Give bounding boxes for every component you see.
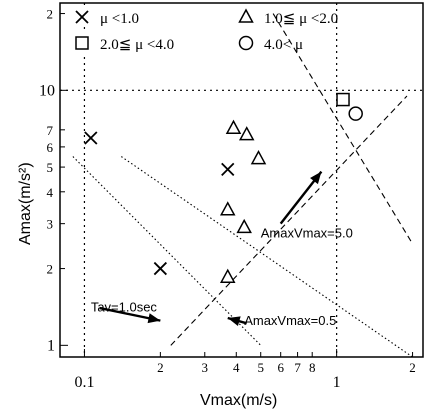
- dotted-reference-line: [72, 156, 262, 346]
- x-tick-label: 7: [294, 360, 301, 375]
- annotation: Tav=1.0sec: [91, 299, 161, 324]
- y-tick-label: 7: [47, 123, 54, 138]
- dotted-reference-line: [120, 156, 413, 358]
- data-point-triangle: [219, 201, 236, 216]
- annotations-layer: Tav=1.0sec AmaxVmax=0.5 AmaxVmax=5.0: [91, 170, 353, 328]
- y-tick-label: 6: [47, 140, 54, 155]
- data-point-circle: [348, 106, 363, 121]
- y-tick-label: 2: [47, 262, 54, 277]
- data-point-triangle: [225, 119, 242, 135]
- x-tick-label: 6: [277, 360, 284, 375]
- legend-label: 1.0≦ μ <2.0: [264, 11, 338, 27]
- x-marker-stroke: [153, 261, 167, 276]
- legend-label: 4.0< μ: [264, 37, 303, 53]
- legend-marker-circle: [238, 35, 254, 51]
- y-tick-label: 3: [47, 217, 54, 232]
- legend-entry: μ <1.0: [72, 7, 139, 27]
- x-marker-stroke: [75, 10, 89, 24]
- x-marker-stroke: [84, 131, 98, 145]
- reference-lines-layer: [72, 13, 414, 358]
- legend-marker-x: [75, 10, 89, 24]
- data-point-square: [336, 92, 350, 107]
- x-marker-stroke: [221, 162, 235, 176]
- data-point-x: [221, 162, 235, 176]
- y-tick-label: 10: [39, 82, 55, 99]
- legend-entry: 2.0≦ μ <4.0: [72, 33, 174, 53]
- x-tick-label: 2: [409, 360, 416, 375]
- y-tick-label: 2: [47, 7, 54, 22]
- legend-marker-square: [75, 36, 89, 50]
- x-axis-label: Vmax(m/s): [200, 392, 277, 409]
- annotation-label: Tav=1.0sec: [91, 299, 158, 314]
- legend: μ <1.0 1.0≦ μ <2.0 2.0≦ μ <4.0 4.0< μ: [72, 7, 338, 53]
- x-tick-label: 1: [333, 374, 341, 391]
- dashed-reference-line: [272, 13, 414, 245]
- annotation-label: AmaxVmax=0.5: [244, 313, 336, 328]
- annotation: AmaxVmax=5.0: [261, 170, 353, 240]
- legend-marker-triangle: [238, 8, 254, 23]
- y-tick-label: 5: [47, 160, 54, 175]
- annotation: AmaxVmax=0.5: [227, 313, 336, 328]
- x-tick-label: 2: [157, 360, 164, 375]
- x-tick-label: 8: [309, 360, 316, 375]
- data-point-triangle: [219, 268, 236, 283]
- legend-label: μ <1.0: [100, 11, 139, 27]
- data-point-triangle: [250, 149, 267, 165]
- grid-layer: [60, 3, 423, 357]
- data-point-triangle: [236, 218, 252, 234]
- x-tick-label: 3: [202, 360, 209, 375]
- plot-frame: [59, 2, 424, 358]
- annotation-arrow-head: [310, 171, 322, 185]
- data-point-x: [153, 261, 167, 276]
- y-axis-label: Amax(m/s²): [17, 162, 34, 245]
- dashed-reference-line: [170, 95, 408, 346]
- y-tick-label: 1: [47, 337, 55, 354]
- legend-entry: 4.0< μ: [236, 33, 303, 53]
- annotation-arrow-head: [227, 316, 241, 327]
- annotation-arrow-head: [147, 313, 161, 324]
- legend-label: 2.0≦ μ <4.0: [100, 37, 174, 53]
- data-point-triangle: [238, 126, 255, 141]
- y-tick-label: 4: [47, 185, 54, 200]
- points-layer: [84, 92, 363, 283]
- x-tick-label: 0.1: [74, 374, 94, 391]
- annotation-label: AmaxVmax=5.0: [261, 225, 353, 240]
- x-tick-label: 5: [257, 360, 264, 375]
- data-point-x: [84, 131, 98, 145]
- legend-entry: 1.0≦ μ <2.0: [236, 7, 338, 27]
- x-tick-label: 4: [233, 360, 240, 375]
